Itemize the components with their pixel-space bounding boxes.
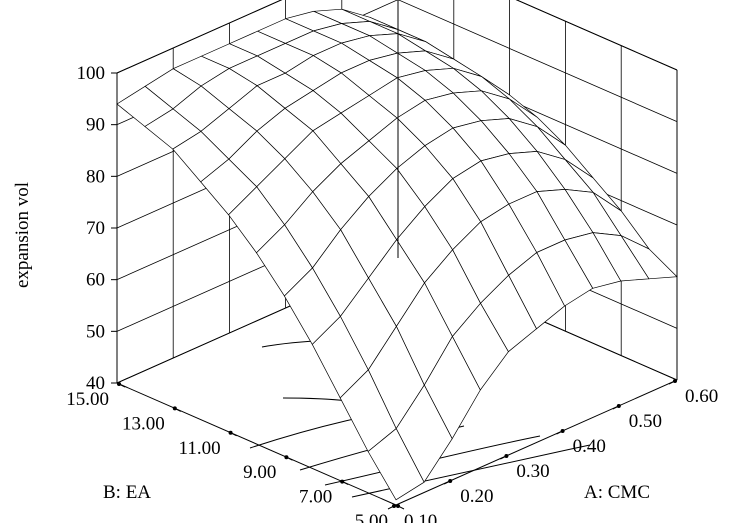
x-tick-label: 0.30 xyxy=(516,461,549,482)
z-axis-label: expansion vol xyxy=(12,182,33,288)
y-tick-label: 15.00 xyxy=(66,389,109,410)
grid-line xyxy=(397,0,678,123)
response-surface-mesh xyxy=(116,8,678,501)
axis-ticks: 40 50 60 70 80 90 100 5.00 7.00 9.00 11.00 13.00 15.… xyxy=(66,63,718,523)
z-tick-label: 100 xyxy=(77,63,106,84)
x-tick-label: 0.50 xyxy=(629,411,662,432)
x-axis-label: A: CMC xyxy=(584,482,650,503)
z-tick-label: 50 xyxy=(86,321,105,342)
y-tick-dot xyxy=(172,406,177,411)
y-axis-label: B: EA xyxy=(103,482,151,503)
z-tick-label: 60 xyxy=(86,270,105,291)
y-tick-label: 7.00 xyxy=(299,487,332,508)
floor-edge xyxy=(116,382,397,506)
x-tick-dot xyxy=(392,504,396,508)
y-tick-label: 5.00 xyxy=(355,511,388,523)
z-tick-label: 70 xyxy=(86,218,105,239)
x-tick-label: 0.20 xyxy=(460,486,493,507)
frame-edge xyxy=(116,0,283,74)
x-tick-dot xyxy=(673,379,677,383)
y-tick-label: 11.00 xyxy=(179,438,221,459)
z-tick-label: 90 xyxy=(86,115,105,136)
y-tick-dot xyxy=(396,504,400,508)
x-tick-dot xyxy=(616,404,621,408)
x-tick-label: 0.10 xyxy=(404,511,437,523)
x-tick-label: 0.60 xyxy=(685,386,718,407)
y-tick-label: 9.00 xyxy=(243,462,276,483)
x-tick-dot xyxy=(448,479,453,483)
x-tick-label: 0.40 xyxy=(573,436,606,457)
y-tick-dot xyxy=(117,382,121,386)
floor-edge xyxy=(395,379,678,506)
y-tick-label: 13.00 xyxy=(122,413,165,434)
contour-line xyxy=(351,444,591,498)
y-tick-dot xyxy=(284,455,289,460)
z-tick-label: 80 xyxy=(86,166,105,187)
y-tick-dot xyxy=(340,479,345,484)
surface-cell xyxy=(367,428,425,501)
x-tick-dot xyxy=(504,454,509,458)
y-tick-dot xyxy=(228,430,233,435)
x-tick-dot xyxy=(560,429,565,433)
z-tick-label: 40 xyxy=(86,373,105,394)
frame-edge xyxy=(515,0,678,71)
